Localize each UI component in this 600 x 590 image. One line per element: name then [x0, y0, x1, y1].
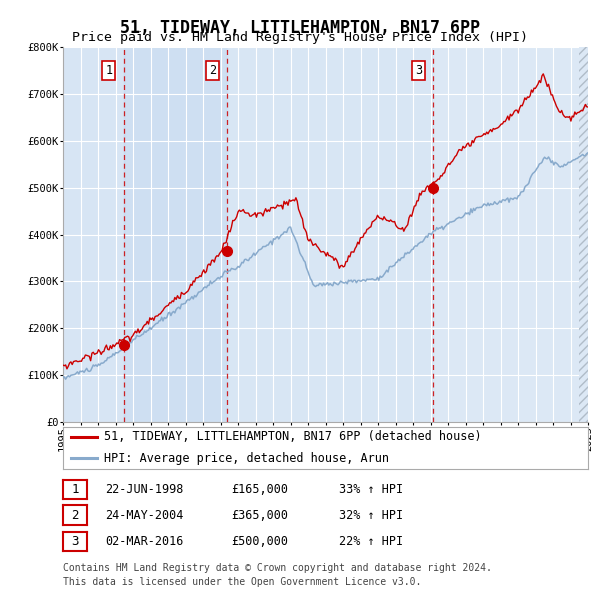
Text: 24-MAY-2004: 24-MAY-2004	[105, 509, 184, 522]
Text: 33% ↑ HPI: 33% ↑ HPI	[339, 483, 403, 496]
Text: 2: 2	[71, 509, 79, 522]
Text: £500,000: £500,000	[231, 535, 288, 548]
Bar	[227, 47, 433, 422]
Bar	[63, 47, 124, 422]
Text: 2: 2	[209, 64, 216, 77]
Text: Contains HM Land Registry data © Crown copyright and database right 2024.
This d: Contains HM Land Registry data © Crown c…	[63, 563, 492, 587]
Text: 3: 3	[415, 64, 422, 77]
Text: £165,000: £165,000	[231, 483, 288, 496]
Text: 22-JUN-1998: 22-JUN-1998	[105, 483, 184, 496]
Text: 32% ↑ HPI: 32% ↑ HPI	[339, 509, 403, 522]
Text: 02-MAR-2016: 02-MAR-2016	[105, 535, 184, 548]
Text: £365,000: £365,000	[231, 509, 288, 522]
Text: 22% ↑ HPI: 22% ↑ HPI	[339, 535, 403, 548]
Text: 3: 3	[71, 535, 79, 548]
Text: 1: 1	[105, 64, 112, 77]
Text: 51, TIDEWAY, LITTLEHAMPTON, BN17 6PP: 51, TIDEWAY, LITTLEHAMPTON, BN17 6PP	[120, 19, 480, 37]
Text: 51, TIDEWAY, LITTLEHAMPTON, BN17 6PP (detached house): 51, TIDEWAY, LITTLEHAMPTON, BN17 6PP (de…	[104, 430, 482, 443]
Bar	[579, 47, 588, 422]
Text: Price paid vs. HM Land Registry's House Price Index (HPI): Price paid vs. HM Land Registry's House …	[72, 31, 528, 44]
Bar	[124, 47, 227, 422]
Text: HPI: Average price, detached house, Arun: HPI: Average price, detached house, Arun	[104, 451, 389, 464]
Text: 1: 1	[71, 483, 79, 496]
